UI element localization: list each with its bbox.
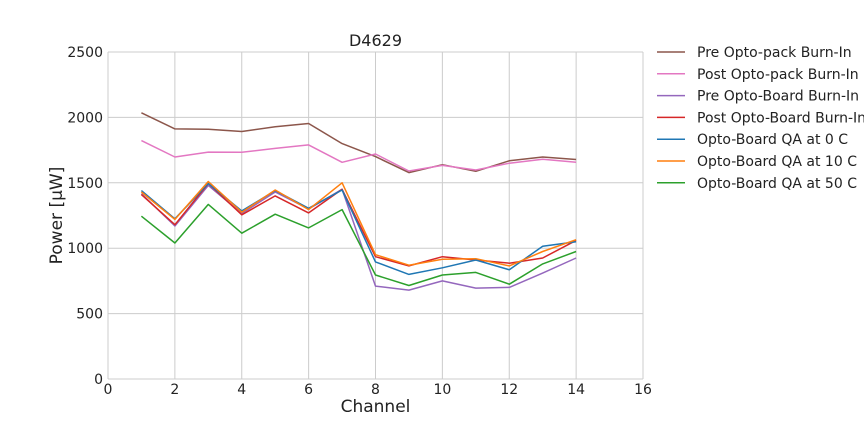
tick-labels: 0 2 4 6 8 10 12 14 16 0 500 1000 1500 2000 2500 (67, 45, 652, 398)
series-line (140, 203, 577, 287)
y-tick-label: 2500 (67, 45, 103, 61)
legend-label: Opto-Board QA at 0 C (697, 132, 848, 148)
x-tick-label: 2 (170, 382, 179, 398)
series-line (141, 139, 577, 172)
grid-lines (107, 51, 644, 380)
x-tick-label: 4 (237, 382, 246, 398)
y-tick-label: 2000 (67, 110, 103, 126)
legend-label: Opto-Board QA at 10 C (697, 154, 857, 170)
legend-label: Pre Opto-pack Burn-In (697, 45, 852, 61)
legend-label: Post Opto-pack Burn-In (697, 67, 859, 83)
chart-title: D4629 (349, 31, 402, 50)
y-tick-label: 500 (76, 307, 103, 323)
legend: Pre Opto-pack Burn-In Post Opto-pack Burn… (657, 45, 864, 192)
series-lines (140, 112, 577, 291)
x-tick-label: 14 (567, 382, 585, 398)
series-line (140, 182, 577, 276)
x-tick-label: 10 (433, 382, 451, 398)
series-line (141, 112, 577, 174)
series-line (140, 180, 577, 267)
legend-label: Opto-Board QA at 50 C (697, 176, 857, 192)
x-axis-label: Channel (341, 397, 411, 417)
x-tick-label: 6 (304, 382, 313, 398)
legend-label: Post Opto-Board Burn-In (697, 110, 864, 126)
y-tick-label: 1000 (67, 241, 103, 257)
y-axis-label: Power [μW] (47, 167, 67, 265)
x-tick-label: 0 (104, 382, 113, 398)
series-line (140, 184, 577, 291)
legend-label: Pre Opto-Board Burn-In (697, 89, 859, 105)
x-tick-label: 8 (371, 382, 380, 398)
x-tick-label: 12 (500, 382, 518, 398)
y-tick-label: 0 (94, 372, 103, 388)
y-tick-label: 1500 (67, 176, 103, 192)
x-tick-label: 16 (634, 382, 652, 398)
